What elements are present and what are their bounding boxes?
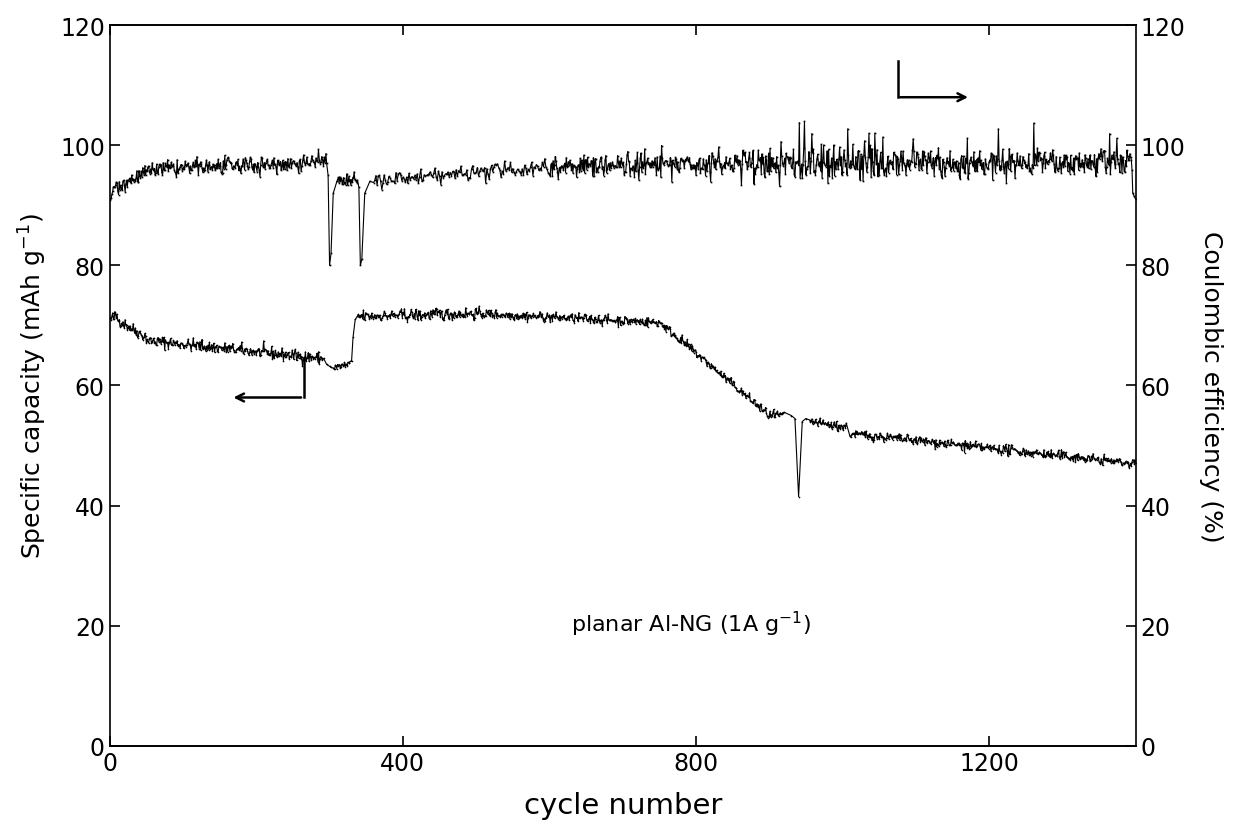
X-axis label: cycle number: cycle number [523, 792, 722, 819]
Y-axis label: Coulombic efficiency (%): Coulombic efficiency (%) [1199, 231, 1224, 542]
Y-axis label: Specific capacity (mAh g$^{-1}$): Specific capacity (mAh g$^{-1}$) [16, 213, 48, 558]
Text: planar Al-NG (1A g$^{-1}$): planar Al-NG (1A g$^{-1}$) [572, 609, 811, 638]
